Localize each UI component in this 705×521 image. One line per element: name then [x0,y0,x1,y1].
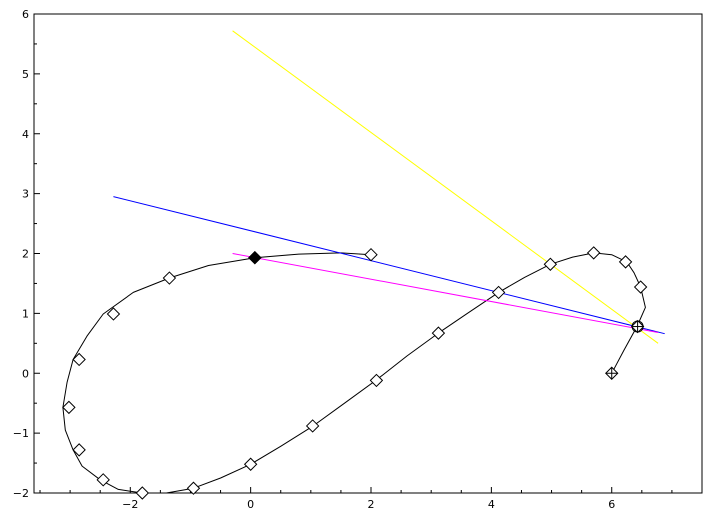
diamond-marker [586,246,601,260]
y-tick-label: 4 [22,128,29,141]
y-tick-label: 1 [22,307,29,320]
y-tick-label: −2 [13,487,29,500]
filled-diamond-marker [248,250,262,265]
diamond-marker [162,271,177,285]
diamond-marker [62,400,76,415]
x-tick-label: 4 [488,498,495,511]
diamond-marker [543,257,558,271]
y-tick-label: 3 [22,188,29,201]
x-tick-label: 2 [368,498,375,511]
diamond-marker [491,285,506,300]
diamond-marker [305,419,320,433]
diamond-marker [72,443,86,457]
series-layer [62,30,665,494]
y-tick-label: 0 [22,367,29,380]
axes: −2 0 2 4 6 −2 −1 0 1 2 3 4 5 6 [13,8,673,511]
tangent-line [232,30,659,344]
y-tick-label: 5 [22,68,29,81]
x-tick-label: −2 [122,498,138,511]
diamond-marker [618,255,633,269]
tangent-line [232,253,659,333]
diamond-marker [186,481,201,495]
x-tick-label: 0 [247,498,254,511]
diamond-marker [431,326,446,340]
diamond-marker [96,473,110,487]
marker-layer [62,246,648,500]
curve-line [62,252,646,494]
diamond-marker [72,352,86,367]
y-tick-label: −1 [13,427,29,440]
diamond-marker [106,307,121,321]
diamond-marker [633,280,648,294]
y-tick-label: 2 [22,248,29,261]
diamond-marker [364,247,378,262]
x-tick-label: 6 [608,498,615,511]
diamond-marker [369,373,384,388]
tangent-line [113,196,665,335]
diamond-marker [243,457,258,471]
diamond-marker [135,486,150,500]
y-tick-label: 6 [22,8,29,21]
